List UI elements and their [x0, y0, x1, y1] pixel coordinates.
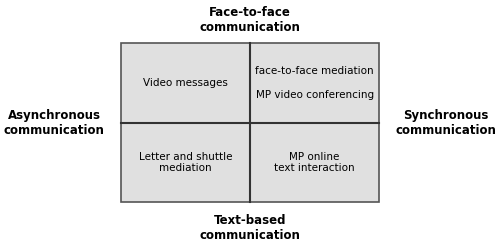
Text: Video messages: Video messages — [143, 78, 228, 88]
Text: Synchronous
communication: Synchronous communication — [396, 109, 496, 137]
Text: face-to-face mediation

MP video conferencing: face-to-face mediation MP video conferen… — [256, 66, 374, 100]
Text: Text-based
communication: Text-based communication — [200, 214, 300, 242]
Text: Asynchronous
communication: Asynchronous communication — [4, 109, 104, 137]
Text: Letter and shuttle
mediation: Letter and shuttle mediation — [138, 152, 232, 173]
Text: Face-to-face
communication: Face-to-face communication — [200, 6, 300, 34]
Text: MP online
text interaction: MP online text interaction — [274, 152, 355, 173]
FancyBboxPatch shape — [120, 43, 380, 202]
